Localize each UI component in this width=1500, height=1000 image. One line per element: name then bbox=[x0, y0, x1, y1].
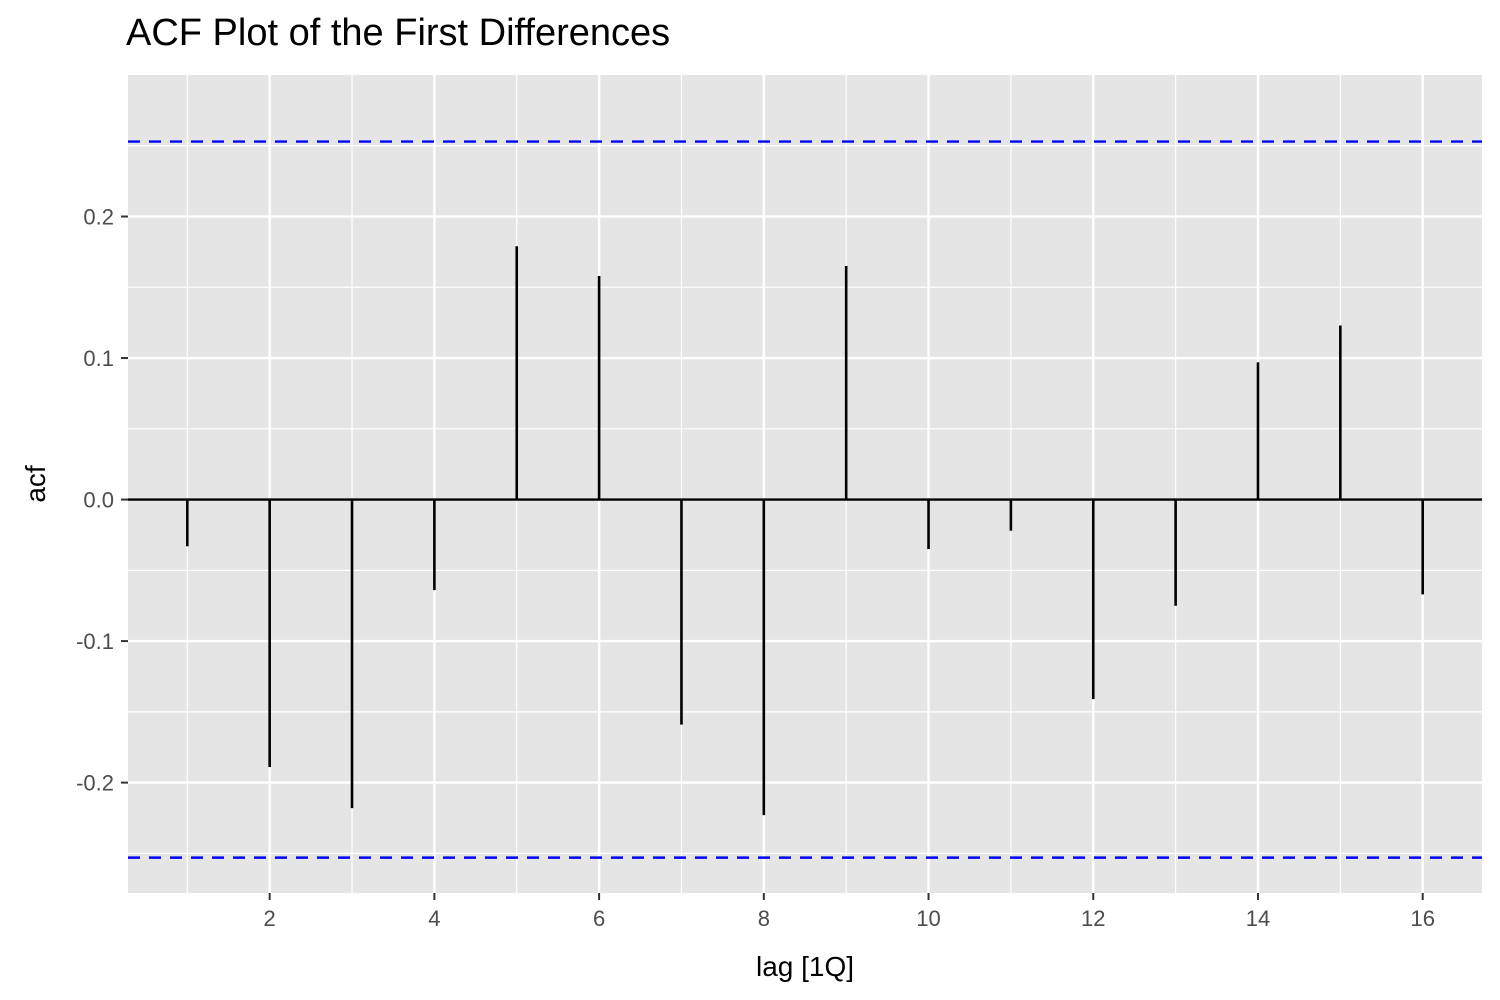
x-tick-label: 14 bbox=[1246, 906, 1270, 931]
x-tick-label: 10 bbox=[916, 906, 940, 931]
x-tick-label: 4 bbox=[428, 906, 440, 931]
acf-bars bbox=[185, 246, 1425, 816]
y-tick-label: -0.2 bbox=[76, 771, 114, 796]
x-tick-label: 12 bbox=[1081, 906, 1105, 931]
x-tick-label: 8 bbox=[758, 906, 770, 931]
x-tick-label: 2 bbox=[264, 906, 276, 931]
y-tick-label: 0.0 bbox=[83, 488, 114, 513]
x-tick-label: 6 bbox=[593, 906, 605, 931]
y-axis-ticks: -0.2 -0.1 0.0 0.1 0.2 bbox=[76, 205, 128, 796]
y-tick-label: -0.1 bbox=[76, 629, 114, 654]
major-gridlines bbox=[128, 75, 1482, 893]
x-axis-title: lag [1Q] bbox=[756, 951, 854, 982]
y-tick-label: 0.1 bbox=[83, 346, 114, 371]
y-axis-title: acf bbox=[20, 465, 51, 503]
chart-title: ACF Plot of the First Differences bbox=[126, 12, 671, 54]
plot-panel bbox=[128, 75, 1482, 893]
y-tick-label: 0.2 bbox=[83, 205, 114, 230]
x-tick-label: 16 bbox=[1410, 906, 1434, 931]
x-axis-ticks: 2 4 6 8 10 12 14 16 bbox=[264, 893, 1435, 931]
